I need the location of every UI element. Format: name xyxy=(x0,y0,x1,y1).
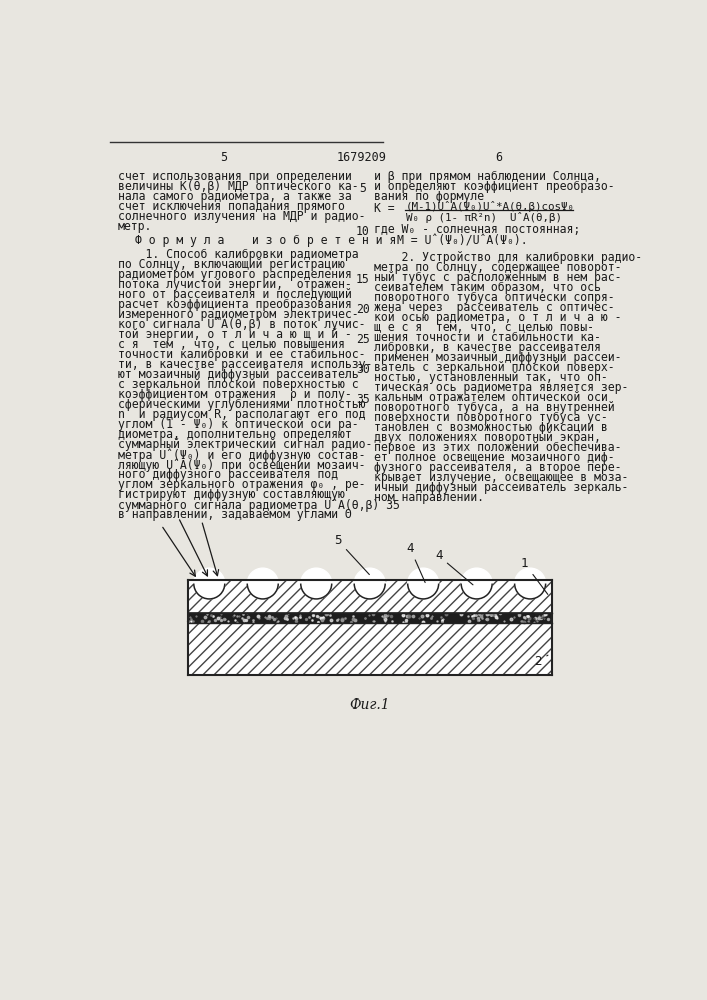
Text: M = Û(Ψ₀)/ÛА(Ψ₀).: M = Û(Ψ₀)/ÛА(Ψ₀). xyxy=(397,235,527,248)
Text: жена через  рассеиватель с оптичес-: жена через рассеиватель с оптичес- xyxy=(373,301,614,314)
Text: 35: 35 xyxy=(356,393,370,406)
Text: и определяют коэффициент преобразо-: и определяют коэффициент преобразо- xyxy=(373,180,614,193)
Bar xyxy=(187,580,552,613)
Text: 25: 25 xyxy=(356,333,370,346)
Text: K =: K = xyxy=(373,202,395,215)
Text: ностью, установленный так, что оп-: ностью, установленный так, что оп- xyxy=(373,371,607,384)
Text: 10: 10 xyxy=(356,225,370,238)
Text: диометра, дополнительно определяют: диометра, дополнительно определяют xyxy=(118,428,351,441)
Text: двух положениях поворотный экран,: двух положениях поворотный экран, xyxy=(373,431,600,444)
Text: ет полное освещение мозаичного диф-: ет полное освещение мозаичного диф- xyxy=(373,451,614,464)
Text: радиометром углового распределения: радиометром углового распределения xyxy=(118,268,351,281)
Text: применен мозаичный диффузный рассеи-: применен мозаичный диффузный рассеи- xyxy=(373,351,621,364)
Circle shape xyxy=(461,568,492,599)
Text: фузного рассеивателя, а второе пере-: фузного рассеивателя, а второе пере- xyxy=(373,461,621,474)
Bar xyxy=(187,623,552,675)
Text: нала самого радиометра, а также за: нала самого радиометра, а также за xyxy=(118,190,351,203)
Text: величины K(θ,β) МДР оптического ка-: величины K(θ,β) МДР оптического ка- xyxy=(118,180,358,193)
Text: точности калибровки и ее стабильнос-: точности калибровки и ее стабильнос- xyxy=(118,348,366,361)
Text: коэффициентом отражения  ρ и полу-: коэффициентом отражения ρ и полу- xyxy=(118,388,351,401)
Bar xyxy=(187,580,552,613)
Text: 15: 15 xyxy=(356,273,370,286)
Text: 4: 4 xyxy=(407,542,425,583)
Circle shape xyxy=(354,568,385,599)
Text: суммарный электрический сигнал радио-: суммарный электрический сигнал радио- xyxy=(118,438,372,451)
Bar xyxy=(187,613,552,623)
Text: n  и радиусом R, располагают его под: n и радиусом R, располагают его под xyxy=(118,408,366,421)
Bar xyxy=(187,623,552,675)
Text: первое из этих положений обеспечива-: первое из этих положений обеспечива- xyxy=(373,441,621,454)
Text: 1. Способ калибровки радиометра: 1. Способ калибровки радиометра xyxy=(118,248,358,261)
Text: по Солнцу, включающий регистрацию: по Солнцу, включающий регистрацию xyxy=(118,258,345,271)
Text: с я  тем , что, с целью повышения: с я тем , что, с целью повышения xyxy=(118,338,345,351)
Text: Ф о р м у л а    и з о б р е т е н и я: Ф о р м у л а и з о б р е т е н и я xyxy=(135,234,396,247)
Text: расчет коэффициента преобразования: расчет коэффициента преобразования xyxy=(118,298,351,311)
Text: Фиг.1: Фиг.1 xyxy=(349,698,390,712)
Circle shape xyxy=(194,568,225,599)
Text: 30: 30 xyxy=(356,363,370,376)
Text: либровки, в качестве рассеивателя: либровки, в качестве рассеивателя xyxy=(373,341,600,354)
Text: ти, в качестве рассеивателя использу-: ти, в качестве рассеивателя использу- xyxy=(118,358,372,371)
Text: и β при прямом наблюдении Солнца,: и β при прямом наблюдении Солнца, xyxy=(373,170,600,183)
Circle shape xyxy=(300,568,332,599)
Text: счет использования при определении: счет использования при определении xyxy=(118,170,351,183)
Text: гистрируют диффузную составляющую: гистрируют диффузную составляющую xyxy=(118,488,345,501)
Text: 2. Устройство для калибровки радио-: 2. Устройство для калибровки радио- xyxy=(373,251,642,264)
Text: 5: 5 xyxy=(359,182,366,195)
Text: 20: 20 xyxy=(356,303,370,316)
Text: тановлен с возможностью фиксации в: тановлен с возможностью фиксации в xyxy=(373,421,607,434)
Text: где W₀ - солнечная постоянная;: где W₀ - солнечная постоянная; xyxy=(373,223,580,236)
Text: с зеркальной плоской поверхностью с: с зеркальной плоской поверхностью с xyxy=(118,378,358,391)
Text: метр.: метр. xyxy=(118,220,152,233)
Text: щ е с я  тем, что, с целью повы-: щ е с я тем, что, с целью повы- xyxy=(373,321,594,334)
Text: ного от рассеивателя и последующий: ного от рассеивателя и последующий xyxy=(118,288,351,301)
Text: 1679209: 1679209 xyxy=(337,151,387,164)
Text: кой осью радиометра, о т л и ч а ю -: кой осью радиометра, о т л и ч а ю - xyxy=(373,311,621,324)
Text: в направлении, задаваемом углами Θ: в направлении, задаваемом углами Θ xyxy=(118,508,351,521)
Text: поверхности поворотного тубуса ус-: поверхности поворотного тубуса ус- xyxy=(373,411,607,424)
Text: 1: 1 xyxy=(521,557,548,594)
Text: ичный диффузный рассеиватель зеркаль-: ичный диффузный рассеиватель зеркаль- xyxy=(373,481,628,494)
Text: поворотного тубуса, а на внутренней: поворотного тубуса, а на внутренней xyxy=(373,401,614,414)
Text: ный тубус с расположенным в нем рас-: ный тубус с расположенным в нем рас- xyxy=(373,271,621,284)
Text: той энергии, о т л и ч а ю щ и й -: той энергии, о т л и ч а ю щ и й - xyxy=(118,328,351,341)
Text: поворотного тубуса оптически сопря-: поворотного тубуса оптически сопря- xyxy=(373,291,614,304)
Text: (M-1)ÛА(Ψ₀)Û*А(θ,β)cosΨ₀: (M-1)ÛА(Ψ₀)Û*А(θ,β)cosΨ₀ xyxy=(406,201,575,212)
Text: 5: 5 xyxy=(334,534,369,575)
Circle shape xyxy=(515,568,546,599)
Text: счет исключения попадания прямого: счет исключения попадания прямого xyxy=(118,200,345,213)
Text: 3: 3 xyxy=(528,612,547,625)
Text: тическая ось радиометра является зер-: тическая ось радиометра является зер- xyxy=(373,381,628,394)
Text: 6: 6 xyxy=(496,151,503,164)
Text: углом (1 - Ψ₀) к оптической оси ра-: углом (1 - Ψ₀) к оптической оси ра- xyxy=(118,418,358,431)
Text: метра по Солнцу, содержащее поворот-: метра по Солнцу, содержащее поворот- xyxy=(373,261,621,274)
Text: суммарного сигнала радиометра ÛА(θ,β) 35: суммарного сигнала радиометра ÛА(θ,β) 3… xyxy=(118,498,399,512)
Text: 5: 5 xyxy=(221,151,228,164)
Text: ного диффузного рассеивателя под: ного диффузного рассеивателя под xyxy=(118,468,338,481)
Text: углом зеркального отражения φ₀ , ре-: углом зеркального отражения φ₀ , ре- xyxy=(118,478,366,491)
Text: крывает излучение, освещающее в моза-: крывает излучение, освещающее в моза- xyxy=(373,471,628,484)
Text: ном направлении.: ном направлении. xyxy=(373,491,484,504)
Text: метра Û(Ψ₀) и его диффузную состав-: метра Û(Ψ₀) и его диффузную состав- xyxy=(118,448,366,462)
Text: ляющую ÛА(Ψ₀) при освещении мозаич-: ляющую ÛА(Ψ₀) при освещении мозаич- xyxy=(118,458,366,472)
Text: W₀ ρ (1- πR²n)  ÛА(θ,β): W₀ ρ (1- πR²n) ÛА(θ,β) xyxy=(406,212,562,223)
Text: 2: 2 xyxy=(534,655,548,668)
Text: кого сигнала ÛА(θ,β) в поток лучис-: кого сигнала ÛА(θ,β) в поток лучис- xyxy=(118,318,366,331)
Text: сферическими углублениями плотностью: сферическими углублениями плотностью xyxy=(118,398,366,411)
Circle shape xyxy=(408,568,438,599)
Text: шения точности и стабильности ка-: шения точности и стабильности ка- xyxy=(373,331,600,344)
Text: потока лучистой энергии,  отражен-: потока лучистой энергии, отражен- xyxy=(118,278,351,291)
Text: вания по формуле: вания по формуле xyxy=(373,190,484,203)
Text: 4: 4 xyxy=(435,549,473,585)
Circle shape xyxy=(247,568,279,599)
Text: солнечного излучения на МДР и радио-: солнечного излучения на МДР и радио- xyxy=(118,210,366,223)
Text: сеивателем таким образом, что ось: сеивателем таким образом, что ось xyxy=(373,281,600,294)
Text: ют мозаичный диффузный рассеиватель: ют мозаичный диффузный рассеиватель xyxy=(118,368,358,381)
Text: кальным отражателем оптической оси: кальным отражателем оптической оси xyxy=(373,391,607,404)
Text: измеренного радиометром электричес-: измеренного радиометром электричес- xyxy=(118,308,358,321)
Text: ватель с зеркальной плоской поверх-: ватель с зеркальной плоской поверх- xyxy=(373,361,614,374)
